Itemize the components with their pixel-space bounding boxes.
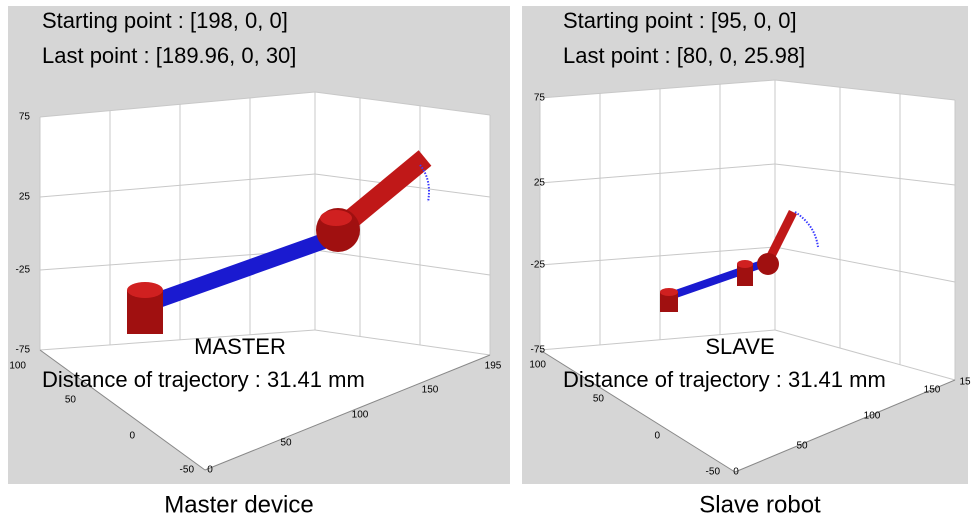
x-tick-label: 100 — [864, 411, 881, 422]
starting-point: Starting point : [198, 0, 0] — [42, 8, 288, 33]
distance: Distance of trajectory : 31.41 mm — [563, 367, 886, 392]
z-tick-label: -25 — [16, 265, 31, 276]
z-tick-label: -75 — [16, 345, 31, 356]
last-point: Last point : [189.96, 0, 30] — [42, 43, 296, 68]
z-tick-label: 75 — [19, 112, 31, 123]
z-tick-label: -25 — [531, 260, 546, 271]
last-point: Last point : [80, 0, 25.98] — [563, 43, 805, 68]
starting-point: Starting point : [95, 0, 0] — [563, 8, 797, 33]
y-tick-label: 100 — [9, 361, 26, 372]
z-tick-label: 25 — [19, 192, 31, 203]
distance: Distance of trajectory : 31.41 mm — [42, 367, 365, 392]
x-tick-label: 0 — [207, 465, 213, 476]
z-tick-label: 75 — [534, 93, 546, 104]
figure: Starting point : [198, 0, 0] Last point :… — [0, 0, 972, 522]
y-tick-label: 0 — [654, 431, 660, 442]
y-tick-label: 50 — [65, 395, 77, 406]
x-tick-label: 195 — [485, 361, 502, 372]
x-tick-label: 15 — [959, 377, 971, 388]
caption: Slave robot — [699, 491, 821, 518]
caption: Master device — [164, 491, 313, 518]
x-tick-label: 100 — [352, 410, 369, 421]
x-tick-label: 50 — [796, 441, 808, 452]
y-tick-label: -50 — [706, 467, 721, 478]
y-tick-label: 50 — [593, 394, 605, 405]
robot-label: SLAVE — [705, 334, 774, 359]
x-tick-label: 50 — [280, 438, 292, 449]
x-tick-label: 150 — [924, 385, 941, 396]
x-tick-label: 0 — [733, 467, 739, 478]
y-tick-label: 100 — [529, 360, 546, 371]
y-tick-label: 0 — [129, 431, 135, 442]
y-tick-label: -50 — [180, 465, 195, 476]
z-tick-label: 25 — [534, 178, 546, 189]
x-tick-label: 150 — [422, 385, 439, 396]
robot-label: MASTER — [194, 334, 286, 359]
z-tick-label: -75 — [531, 345, 546, 356]
